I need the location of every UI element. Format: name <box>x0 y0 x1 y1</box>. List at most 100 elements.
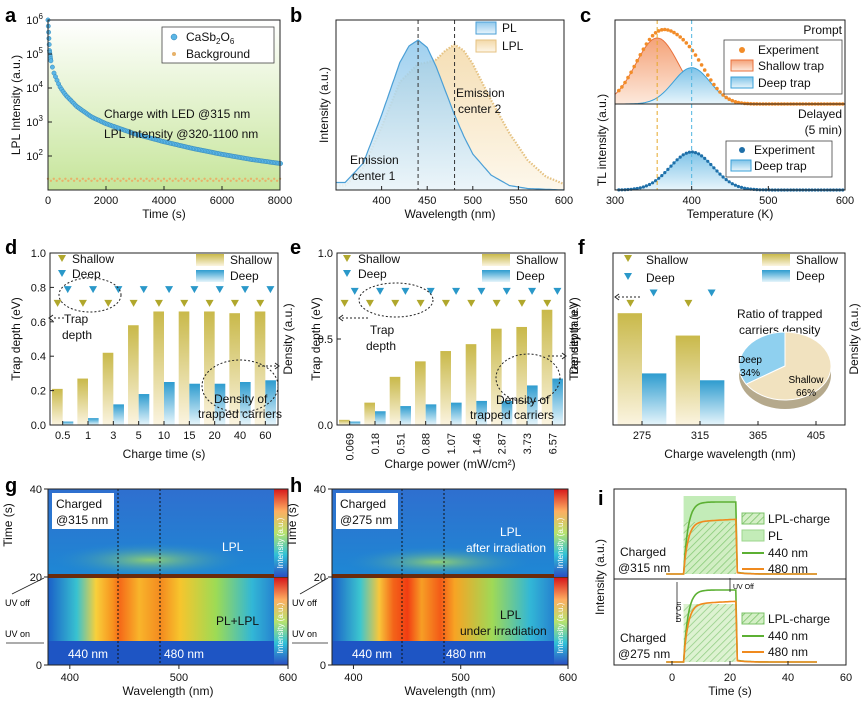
experiment-point-delayed <box>703 156 707 160</box>
y-tick-label: 0.6 <box>31 317 46 329</box>
experiment-point-prompt <box>656 29 661 33</box>
legend-swatch-deep-trap-bottom <box>730 159 752 172</box>
background-point <box>249 177 253 180</box>
y-tick-label: 0.8 <box>31 282 46 294</box>
marker-deep-depth <box>553 287 562 295</box>
background-point <box>61 179 64 182</box>
y-tick-label: 105 <box>26 46 43 61</box>
experiment-point-prompt <box>699 63 704 67</box>
y-tick-label: 1.0 <box>318 248 333 260</box>
experiment-point-prompt <box>620 85 624 89</box>
bar-shallow-density <box>617 313 642 425</box>
background-point <box>261 177 264 180</box>
x-tick-label: 500 <box>759 195 777 207</box>
x-tick-label: 500 <box>464 195 482 207</box>
x-tick-label: 500 <box>170 672 188 684</box>
panel-g-heatmap-glow <box>50 542 250 578</box>
experiment-point-delayed <box>693 151 698 155</box>
y-tick-label: 0.0 <box>31 420 46 432</box>
bar-deep-density <box>527 385 538 425</box>
experiment-point-prompt <box>736 100 741 105</box>
panel-h-colorbar-bottom <box>554 578 568 665</box>
panel-g-y-label: Time (s) <box>1 503 15 547</box>
panel-label-g: g <box>5 475 17 497</box>
legend-label-background: Background <box>186 47 250 61</box>
x-tick-label: 365 <box>749 430 767 442</box>
x-tick-label: 40 <box>782 672 794 684</box>
background-point <box>99 177 102 180</box>
marker-deep-depth <box>477 287 486 295</box>
panel-c-legend-bottom: Experiment Deep trap <box>725 140 833 178</box>
experiment-point-delayed <box>727 180 731 184</box>
background-point <box>75 177 79 180</box>
panel-g-label-480: 480 nm <box>164 647 204 661</box>
background-point <box>255 177 258 180</box>
x-tick-label: 0.18 <box>370 433 382 454</box>
bar-deep-density <box>476 400 487 425</box>
panel-e-y2-label: Density (a.u.) <box>567 303 581 374</box>
panel-f-y2-label: Density (a.u.) <box>847 303 861 374</box>
panel-c-title-prompt: Prompt <box>803 23 842 37</box>
marker-deep-depth <box>165 286 174 294</box>
panel-f-frame <box>612 252 846 426</box>
panel-a-x-label: Time (s) <box>142 207 186 221</box>
panel-g-heatmap-band <box>48 577 288 641</box>
panel-d-arrow-right-head <box>274 362 280 370</box>
bar-shallow-density <box>516 326 527 425</box>
panel-d-trap-depth-ellipse <box>58 277 122 313</box>
bar-deep-density <box>265 380 276 425</box>
bar-shallow-density <box>389 376 401 425</box>
background-point <box>264 179 267 182</box>
experiment-point-prompt <box>712 82 716 87</box>
x-tick-label: 0.5 <box>55 430 70 442</box>
experiment-point-prompt <box>690 48 695 53</box>
bar-shallow-density <box>675 335 700 425</box>
background-point <box>171 179 174 182</box>
panel-a-x-ticks: 0 2000 4000 6000 8000 <box>45 186 292 207</box>
experiment-point-prompt <box>718 90 722 94</box>
background-point <box>186 177 189 180</box>
experiment-point-delayed <box>638 186 642 190</box>
panel-a-legend: CaSb2O6 Background <box>161 26 275 64</box>
legend-label-deep-depth-d: Deep <box>72 267 101 281</box>
panel-c-frame-bottom <box>614 103 846 191</box>
panel-g-ticks: 400 500 600 0 20 40 <box>30 484 297 684</box>
background-point <box>122 177 125 180</box>
experiment-point-delayed <box>678 155 682 159</box>
background-point <box>148 179 151 182</box>
background-point <box>130 179 134 182</box>
marker-shallow-depth <box>53 299 62 307</box>
panel-a-decay-chart: 102 103 104 105 106 0 2000 4000 6000 8000 Time (… <box>9 12 292 221</box>
x-tick-label: 0 <box>45 195 51 207</box>
bar-deep-density <box>375 411 386 425</box>
background-point <box>142 179 145 182</box>
experiment-point-prompt <box>687 44 692 49</box>
marker-deep-depth <box>350 287 359 295</box>
legend-label-480-top: 480 nm <box>768 562 808 576</box>
experiment-point-delayed <box>635 186 639 191</box>
bar-deep-density <box>88 418 99 425</box>
legend-label-casb2o6: CaSb2O6 <box>186 30 235 46</box>
x-tick-label: 500 <box>452 672 470 684</box>
marker-shallow-depth <box>230 299 239 307</box>
background-point <box>113 179 116 182</box>
decay-point <box>46 29 51 35</box>
panel-d-annotation-depth: depth <box>62 328 92 342</box>
panel-label-i: i <box>598 488 604 510</box>
legend-label-deep-depth-e: Deep <box>358 267 387 281</box>
x-tick-label: 2000 <box>94 195 118 207</box>
legend-label-lpl: LPL <box>502 39 524 53</box>
background-point <box>223 179 227 182</box>
panel-g-x-label: Wavelength (nm) <box>123 684 214 698</box>
panel-c-y-label: TL intensity (a.u.) <box>595 94 609 186</box>
panel-label-c: c <box>580 5 591 27</box>
background-point <box>162 177 166 180</box>
panel-g-label-lpl: LPL <box>222 540 244 554</box>
experiment-point-delayed <box>736 184 741 189</box>
panel-d-annotation-density1: Density of <box>214 392 268 406</box>
x-tick-label: 60 <box>840 672 852 684</box>
marker-deep-depth <box>426 287 435 295</box>
background-point <box>220 177 224 180</box>
panel-e-arrow-right-head <box>561 352 567 360</box>
